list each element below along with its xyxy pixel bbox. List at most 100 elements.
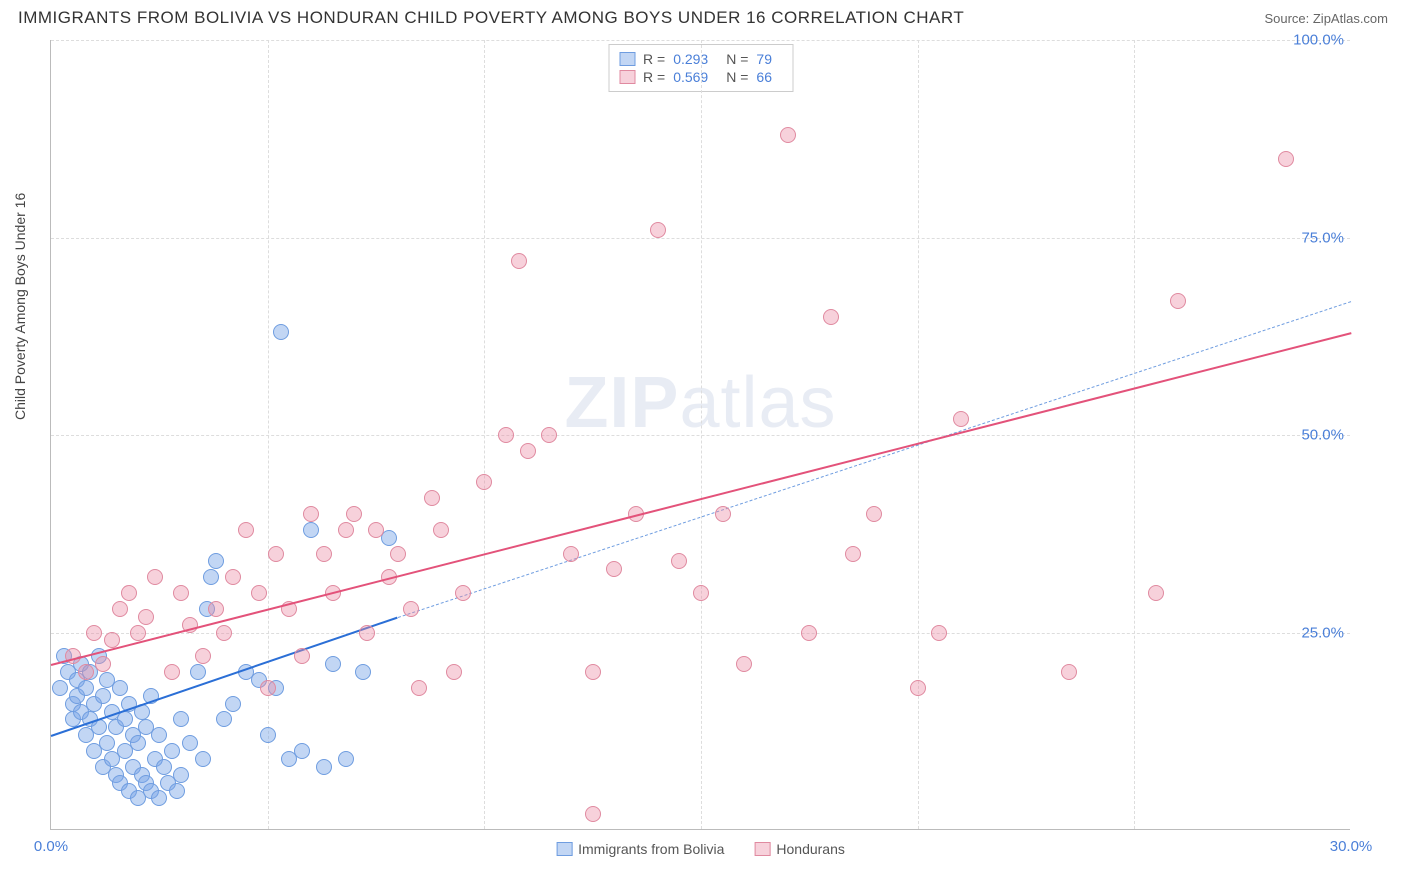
legend-r-value: 0.293 [673, 51, 708, 67]
scatter-plot: ZIPatlas R =0.293N =79R =0.569N =66 Immi… [50, 40, 1350, 830]
scatter-point [225, 569, 241, 585]
scatter-point [95, 656, 111, 672]
scatter-point [359, 625, 375, 641]
scatter-point [368, 522, 384, 538]
vgridline [918, 40, 919, 829]
scatter-point [1061, 664, 1077, 680]
scatter-point [823, 309, 839, 325]
y-tick-label: 25.0% [1301, 624, 1344, 641]
scatter-point [303, 522, 319, 538]
scatter-point [164, 743, 180, 759]
legend-item: Immigrants from Bolivia [556, 841, 724, 857]
scatter-point [433, 522, 449, 538]
scatter-point [1170, 293, 1186, 309]
scatter-point [260, 727, 276, 743]
scatter-point [346, 506, 362, 522]
scatter-point [931, 625, 947, 641]
scatter-point [446, 664, 462, 680]
scatter-point [95, 688, 111, 704]
scatter-point [411, 680, 427, 696]
scatter-point [203, 569, 219, 585]
legend-n-value: 79 [756, 51, 772, 67]
scatter-point [147, 569, 163, 585]
scatter-point [138, 609, 154, 625]
scatter-point [216, 625, 232, 641]
scatter-point [693, 585, 709, 601]
scatter-point [355, 664, 371, 680]
scatter-point [498, 427, 514, 443]
scatter-point [52, 680, 68, 696]
scatter-point [563, 546, 579, 562]
scatter-point [151, 727, 167, 743]
y-tick-label: 50.0% [1301, 427, 1344, 444]
scatter-point [910, 680, 926, 696]
scatter-point [671, 553, 687, 569]
legend-label: Hondurans [776, 841, 845, 857]
legend-r-label: R = [643, 51, 665, 67]
scatter-point [225, 696, 241, 712]
series-legend: Immigrants from Bolivia Hondurans [556, 841, 845, 857]
legend-n-label: N = [726, 51, 748, 67]
scatter-point [238, 522, 254, 538]
scatter-point [99, 735, 115, 751]
legend-item: Hondurans [754, 841, 845, 857]
vgridline [1134, 40, 1135, 829]
scatter-point [112, 680, 128, 696]
scatter-point [130, 735, 146, 751]
scatter-point [1148, 585, 1164, 601]
scatter-point [294, 743, 310, 759]
legend-n-value: 66 [756, 69, 772, 85]
scatter-point [260, 680, 276, 696]
scatter-point [520, 443, 536, 459]
chart-header: IMMIGRANTS FROM BOLIVIA VS HONDURAN CHIL… [0, 0, 1406, 32]
scatter-point [151, 790, 167, 806]
scatter-point [585, 664, 601, 680]
vgridline [268, 40, 269, 829]
scatter-point [316, 759, 332, 775]
scatter-point [715, 506, 731, 522]
scatter-point [403, 601, 419, 617]
scatter-point [173, 767, 189, 783]
scatter-point [541, 427, 557, 443]
scatter-point [585, 806, 601, 822]
y-tick-label: 100.0% [1293, 32, 1344, 49]
scatter-point [325, 656, 341, 672]
scatter-point [216, 711, 232, 727]
scatter-point [130, 625, 146, 641]
chart-source: Source: ZipAtlas.com [1264, 11, 1388, 26]
scatter-point [273, 324, 289, 340]
scatter-point [78, 664, 94, 680]
scatter-point [424, 490, 440, 506]
vgridline [701, 40, 702, 829]
scatter-point [294, 648, 310, 664]
scatter-point [511, 253, 527, 269]
scatter-point [390, 546, 406, 562]
scatter-point [190, 664, 206, 680]
scatter-point [112, 601, 128, 617]
legend-swatch [619, 52, 635, 66]
scatter-point [953, 411, 969, 427]
scatter-point [801, 625, 817, 641]
legend-r-label: R = [643, 69, 665, 85]
scatter-point [195, 648, 211, 664]
scatter-point [195, 751, 211, 767]
x-tick-label: 30.0% [1330, 838, 1373, 855]
scatter-point [1278, 151, 1294, 167]
scatter-point [173, 585, 189, 601]
scatter-point [845, 546, 861, 562]
scatter-point [338, 522, 354, 538]
legend-label: Immigrants from Bolivia [578, 841, 724, 857]
scatter-point [606, 561, 622, 577]
scatter-point [455, 585, 471, 601]
scatter-point [338, 751, 354, 767]
scatter-point [303, 506, 319, 522]
scatter-point [156, 759, 172, 775]
scatter-point [78, 680, 94, 696]
legend-n-label: N = [726, 69, 748, 85]
scatter-point [182, 735, 198, 751]
scatter-point [866, 506, 882, 522]
scatter-point [164, 664, 180, 680]
trend-line [397, 301, 1351, 618]
scatter-point [169, 783, 185, 799]
scatter-point [251, 585, 267, 601]
